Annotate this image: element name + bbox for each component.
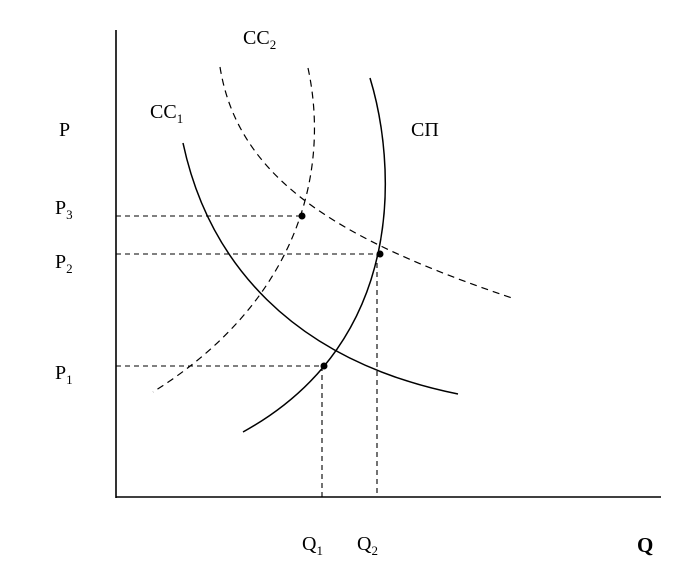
x-axis-label: Q (637, 533, 653, 557)
supply-shifted-dashed-curve (152, 67, 316, 393)
equilibrium-point-p1 (320, 362, 328, 370)
quantity-label-q1: Q1 (302, 533, 323, 558)
quantity-label-q2: Q2 (357, 533, 378, 558)
supply-curve-label: СП (411, 119, 439, 141)
price-label-p1: P1 (55, 362, 73, 387)
y-axis-label: P (59, 119, 70, 141)
demand-curve-2-label: CC2 (243, 27, 276, 52)
demand-curve-1-label: CC1 (150, 101, 183, 126)
price-label-p2: P2 (55, 251, 73, 276)
equilibrium-point-p3 (298, 212, 306, 220)
price-label-p3: P3 (55, 197, 73, 222)
demand-curve-2 (219, 66, 513, 299)
equilibrium-point-p2 (376, 250, 384, 258)
demand-curve-1 (182, 142, 459, 395)
